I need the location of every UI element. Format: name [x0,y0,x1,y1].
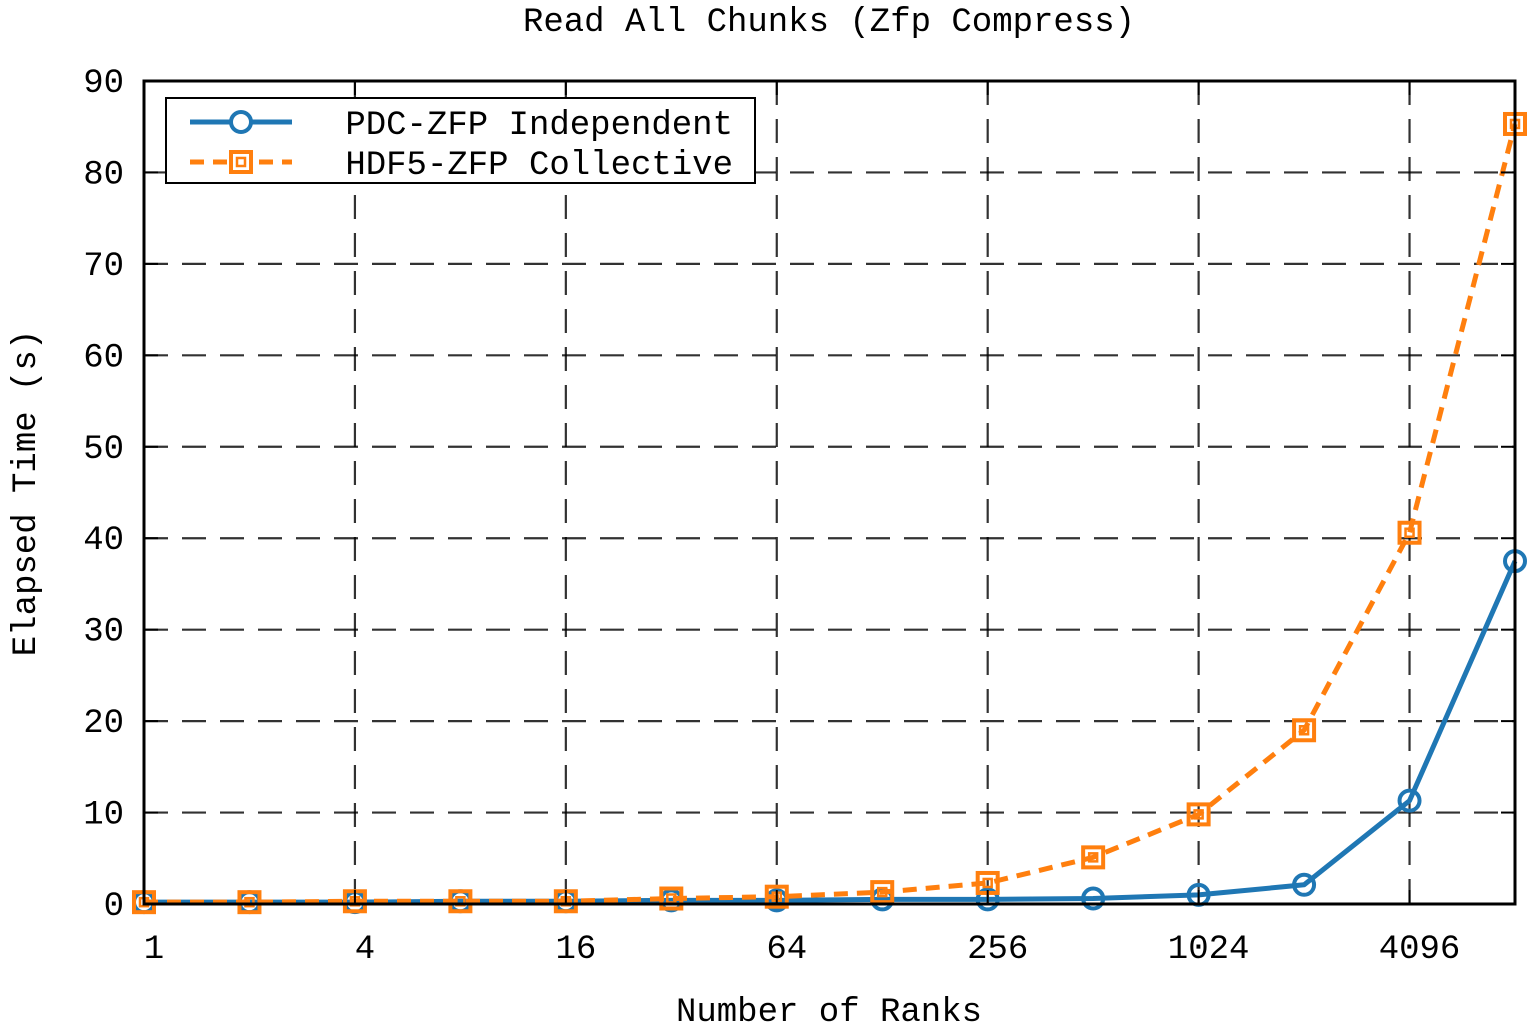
legend-label: HDF5-ZFP Collective [345,147,733,185]
legend-marker [229,110,253,134]
data-point-marker [237,890,262,915]
data-point-marker [1081,845,1106,870]
data-point-marker-inner [1404,527,1415,538]
data-point-marker [448,889,473,914]
data-point-marker [1397,788,1422,813]
data-point-marker [1081,886,1106,911]
x-tick-label: 16 [555,931,596,969]
legend-item: PDC-ZFP Independent [190,107,733,145]
data-point-marker [870,880,895,905]
data-point-marker [1292,718,1317,743]
series-pdc-zfp-independent [132,549,1527,915]
y-tick-label: 60 [83,339,124,377]
data-point-marker [1397,520,1422,545]
data-point-marker [764,884,789,909]
x-tick-label: 4 [355,931,375,969]
legend-marker [229,150,253,174]
x-tick-label: 64 [766,931,807,969]
data-point-marker [1292,872,1317,897]
data-point-marker-inner [1087,852,1099,863]
data-point-marker-inner [1193,809,1204,820]
data-point-marker-inner [982,877,993,889]
series-line [144,123,1518,905]
data-point-marker [975,887,1000,912]
chart-title: Read All Chunks (Zfp Compress) [523,4,1135,42]
grid-layer [144,81,1515,904]
y-tick-label: 0 [104,888,124,926]
x-axis-title: Number of Ranks [676,994,982,1027]
y-tick-label: 70 [83,248,124,286]
y-axis-title: Elapsed Time (s) [8,330,46,656]
y-tick-label: 20 [83,705,124,743]
data-point-marker [659,886,684,911]
x-tick-label: 256 [967,931,1028,969]
legend-box [165,97,756,184]
y-tick-label: 80 [83,156,124,194]
series-layer [132,111,1527,915]
y-tick-label: 30 [83,614,124,652]
data-point-marker-inner [1298,725,1310,736]
y-tick-label: 10 [83,797,124,835]
legend-label: PDC-ZFP Independent [345,107,733,145]
y-tick-label: 90 [83,65,124,103]
x-tick-label: 1 [144,931,164,969]
plot-frame [142,79,1517,906]
x-tick-label: 4096 [1379,931,1461,969]
data-point-marker [1186,802,1211,827]
data-point-marker-inner [876,886,888,898]
legend-marker-inner [235,156,247,168]
tick-layer: 0 10 20 30 40 50 60 70 80 90 1 4 16 64 256 1024 4096 [83,65,1515,969]
x-tick-label: 1024 [1168,931,1250,969]
y-tick-label: 40 [83,522,124,560]
data-point-marker-inner [244,896,255,908]
y-tick-label: 50 [83,431,124,469]
series-line [144,560,1518,905]
series-hdf5-zfp-collective [132,111,1527,915]
legend-item: HDF5-ZFP Collective [190,147,733,185]
